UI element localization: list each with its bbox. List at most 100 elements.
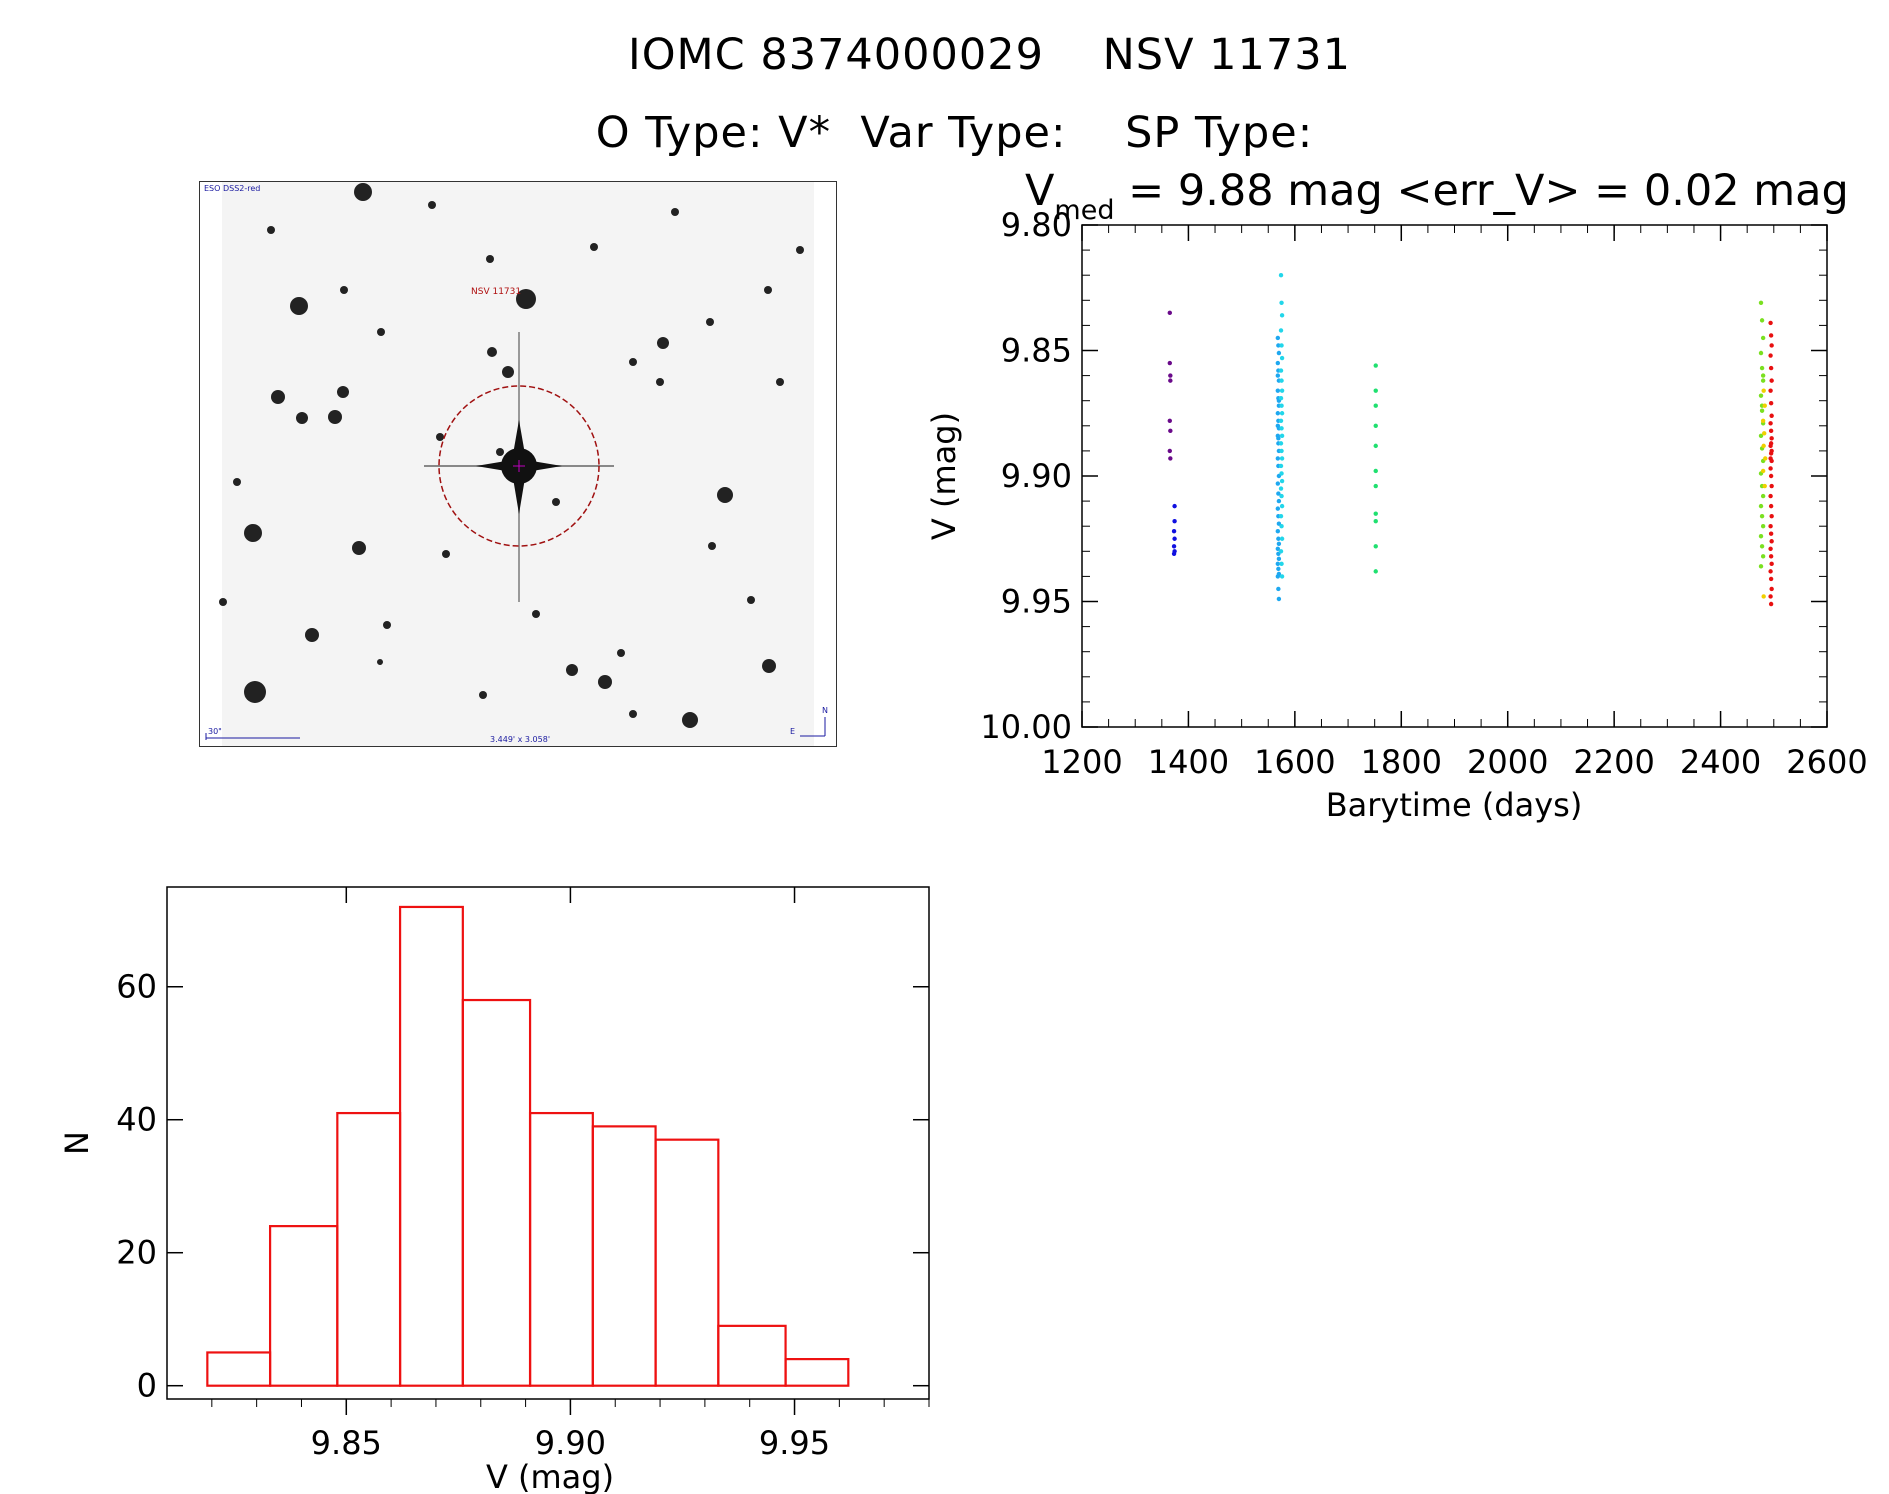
field-star [617, 649, 625, 657]
field-star [629, 710, 637, 718]
histogram-bar [206, 1351, 272, 1387]
x-tick-label: 1200 [1041, 743, 1122, 781]
data-point [1168, 373, 1173, 378]
data-point [1760, 493, 1766, 499]
field-star [598, 675, 612, 689]
data-point [1275, 481, 1281, 486]
data-point [1759, 513, 1765, 519]
data-point [1276, 491, 1281, 496]
data-point [1278, 395, 1284, 401]
data-point [1275, 574, 1281, 579]
field-star [436, 433, 444, 441]
data-point [1275, 546, 1281, 551]
data-point [1275, 561, 1281, 567]
data-point [1276, 556, 1282, 562]
data-point [1172, 536, 1177, 541]
field-star [290, 297, 308, 315]
data-point [1168, 428, 1173, 434]
field-star [337, 386, 349, 398]
light-curve-frame [1081, 224, 1828, 728]
data-point [1279, 343, 1284, 348]
x-tick-label: 1400 [1148, 743, 1229, 781]
data-point [1278, 549, 1284, 554]
data-point [1172, 518, 1177, 524]
data-point [1762, 403, 1767, 408]
data-point [1373, 483, 1378, 489]
y-tick-label: 40 [116, 1101, 157, 1139]
field-star [762, 659, 776, 673]
y-tick-label: 9.85 [1001, 332, 1072, 370]
data-point [1768, 441, 1774, 446]
data-point [1768, 365, 1774, 371]
data-point [1758, 393, 1764, 398]
histogram-y-tick-labels: 0 20 40 60 [116, 968, 157, 1405]
data-point [1759, 544, 1765, 549]
data-point [1758, 534, 1764, 539]
x-tick-label: 1600 [1254, 743, 1335, 781]
y-tick-label: 0 [137, 1367, 157, 1405]
data-point [1763, 456, 1768, 461]
data-point [1769, 483, 1774, 489]
data-point [1769, 436, 1774, 441]
data-point [1769, 586, 1774, 592]
survey-label: ESO DSS2-red [204, 184, 260, 193]
data-point [1758, 564, 1764, 569]
data-point [1760, 418, 1766, 423]
data-point [1171, 544, 1177, 549]
data-point [1278, 418, 1284, 423]
data-point [1167, 360, 1173, 366]
field-star [305, 628, 319, 642]
histogram-bar [336, 1111, 402, 1387]
light-curve-chart: Vmed = 9.88 mag <err_V> = 0.02 mag 1200 1… [925, 166, 1868, 824]
data-point [1279, 433, 1285, 439]
sky-image-drawing: ESO DSS2-red NSV 11731 30" 3.449' x 3.05… [200, 182, 836, 780]
data-point [1373, 468, 1378, 474]
data-point [1279, 388, 1285, 393]
data-point [1275, 411, 1281, 416]
data-point [1759, 408, 1765, 413]
data-point [1768, 333, 1774, 338]
data-point [1768, 320, 1773, 326]
histogram-y-label: N [58, 1131, 96, 1155]
field-star [377, 659, 383, 665]
histogram-bar [398, 905, 464, 1387]
data-point [1758, 433, 1764, 439]
field-star [671, 208, 679, 216]
field-star [566, 664, 578, 676]
data-point [1373, 423, 1378, 428]
object-type-line: O Type: V* Var Type: SP Type: [595, 108, 1314, 158]
data-point [1168, 456, 1173, 461]
field-star [776, 378, 784, 386]
data-point [1172, 503, 1177, 509]
figure-title: IOMC 8374000029 NSV 11731 [628, 30, 1351, 80]
field-star [479, 691, 487, 699]
data-point [1762, 483, 1767, 489]
field-star [629, 358, 637, 366]
field-star [486, 255, 494, 263]
field-star [271, 390, 285, 404]
field-star [502, 366, 514, 378]
data-point [1275, 423, 1281, 428]
field-star [532, 610, 540, 618]
data-point [1768, 421, 1773, 426]
data-point [1373, 403, 1378, 408]
data-point [1275, 388, 1281, 393]
data-point [1768, 401, 1774, 406]
histogram-bar [268, 1225, 339, 1387]
data-point [1768, 456, 1773, 461]
data-point [1760, 378, 1766, 383]
light-curve-points [1167, 273, 1774, 607]
histogram-bar [461, 998, 532, 1387]
field-star [428, 201, 436, 209]
data-point [1279, 300, 1284, 306]
data-point [1758, 503, 1764, 509]
field-star [656, 378, 664, 386]
data-point [1275, 335, 1281, 341]
histogram-x-label: V (mag) [486, 1458, 614, 1494]
title-v: V [1025, 166, 1055, 216]
data-point [1279, 503, 1285, 509]
data-point [1279, 524, 1284, 529]
data-point [1768, 503, 1774, 509]
data-point [1769, 413, 1774, 418]
field-star [496, 448, 504, 456]
